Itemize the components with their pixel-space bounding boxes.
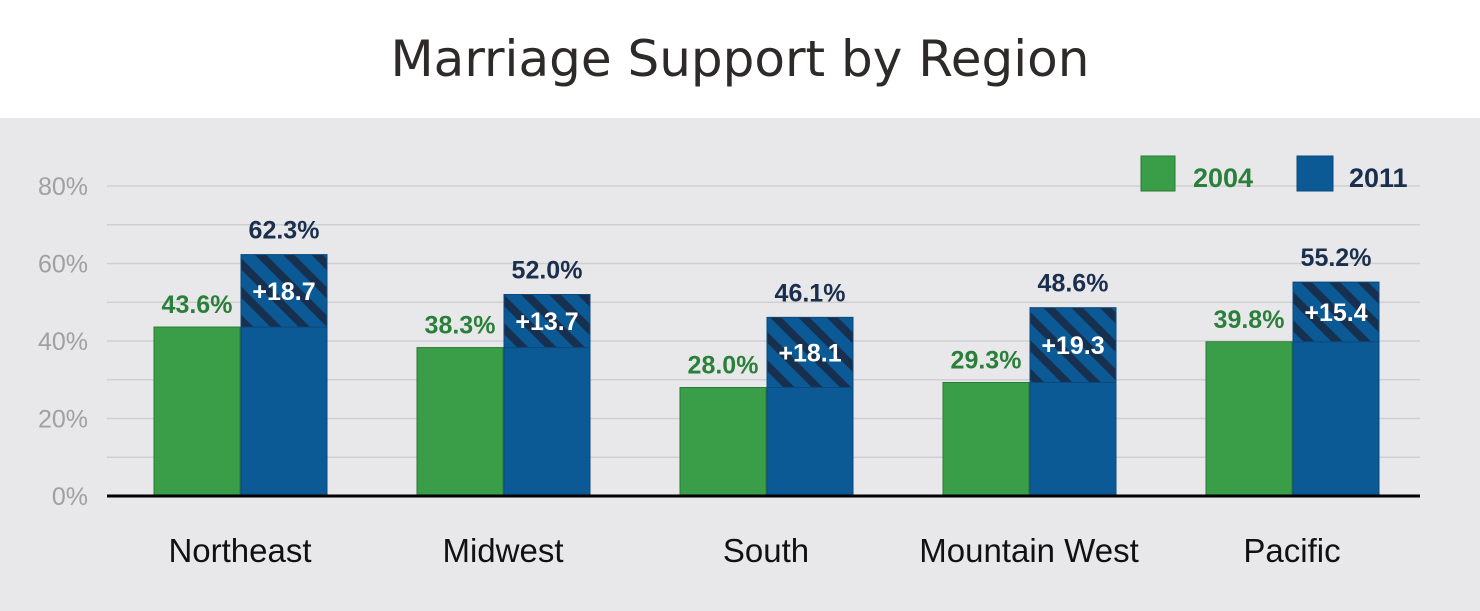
data-label-2011: 46.1% bbox=[775, 279, 846, 307]
data-label-2004: 38.3% bbox=[425, 312, 496, 340]
change-label: +18.1 bbox=[778, 339, 841, 367]
bar-2011 bbox=[503, 347, 591, 497]
y-tick-label: 80% bbox=[38, 173, 88, 201]
change-label: +19.3 bbox=[1041, 332, 1104, 360]
y-tick-label: 0% bbox=[52, 483, 88, 511]
legend: 2004 2011 bbox=[1140, 155, 1408, 193]
data-label-2004: 39.8% bbox=[1214, 306, 1285, 334]
bar-2011 bbox=[766, 387, 854, 497]
data-label-2011: 52.0% bbox=[512, 257, 583, 285]
bar-2011 bbox=[240, 326, 328, 497]
change-label: +18.7 bbox=[252, 278, 315, 306]
data-label-2004: 43.6% bbox=[162, 291, 233, 319]
bar-2004 bbox=[1205, 341, 1293, 497]
x-tick-label: Midwest bbox=[442, 532, 563, 569]
bar-2011-increase bbox=[1292, 281, 1380, 343]
x-tick-label: Northeast bbox=[168, 532, 311, 569]
change-label: +15.4 bbox=[1304, 299, 1367, 327]
y-axis: 0% 20% 40% 60% 80% bbox=[38, 173, 88, 511]
y-tick-label: 60% bbox=[38, 251, 88, 279]
data-label-2011: 62.3% bbox=[249, 217, 320, 245]
x-tick-label: Mountain West bbox=[919, 532, 1139, 569]
data-label-2011: 48.6% bbox=[1038, 270, 1109, 298]
legend-swatch-2004 bbox=[1140, 155, 1176, 192]
bar-2011 bbox=[1029, 381, 1117, 497]
bar-2004 bbox=[416, 347, 504, 497]
bar-2011-increase bbox=[503, 294, 591, 349]
legend-label-2011: 2011 bbox=[1349, 163, 1408, 193]
bar-2011 bbox=[1292, 341, 1380, 497]
data-label-2004: 28.0% bbox=[688, 352, 759, 380]
bar-2004 bbox=[153, 326, 241, 497]
x-tick-label: South bbox=[723, 532, 809, 569]
y-tick-label: 40% bbox=[38, 328, 88, 356]
chart-title: Marriage Support by Region bbox=[390, 30, 1090, 88]
bar-2004 bbox=[679, 387, 767, 497]
legend-label-2004: 2004 bbox=[1193, 163, 1253, 193]
data-label-2011: 55.2% bbox=[1301, 244, 1372, 272]
y-tick-label: 20% bbox=[38, 406, 88, 434]
bar-2004 bbox=[942, 381, 1030, 497]
bar-2011-increase bbox=[1029, 307, 1117, 383]
bars: 43.6% 62.3% +18.7 38.3% 52.0% +13.7 28.0% 46.1%… bbox=[153, 217, 1380, 497]
change-label: +13.7 bbox=[515, 308, 578, 336]
data-label-2004: 29.3% bbox=[951, 346, 1022, 374]
x-tick-label: Pacific bbox=[1243, 532, 1340, 569]
bar-2011-increase bbox=[240, 254, 328, 328]
x-axis: Northeast Midwest South Mountain West Pacifi… bbox=[107, 494, 1420, 569]
legend-swatch-2011 bbox=[1296, 155, 1334, 192]
bar-2011-increase bbox=[766, 316, 854, 388]
